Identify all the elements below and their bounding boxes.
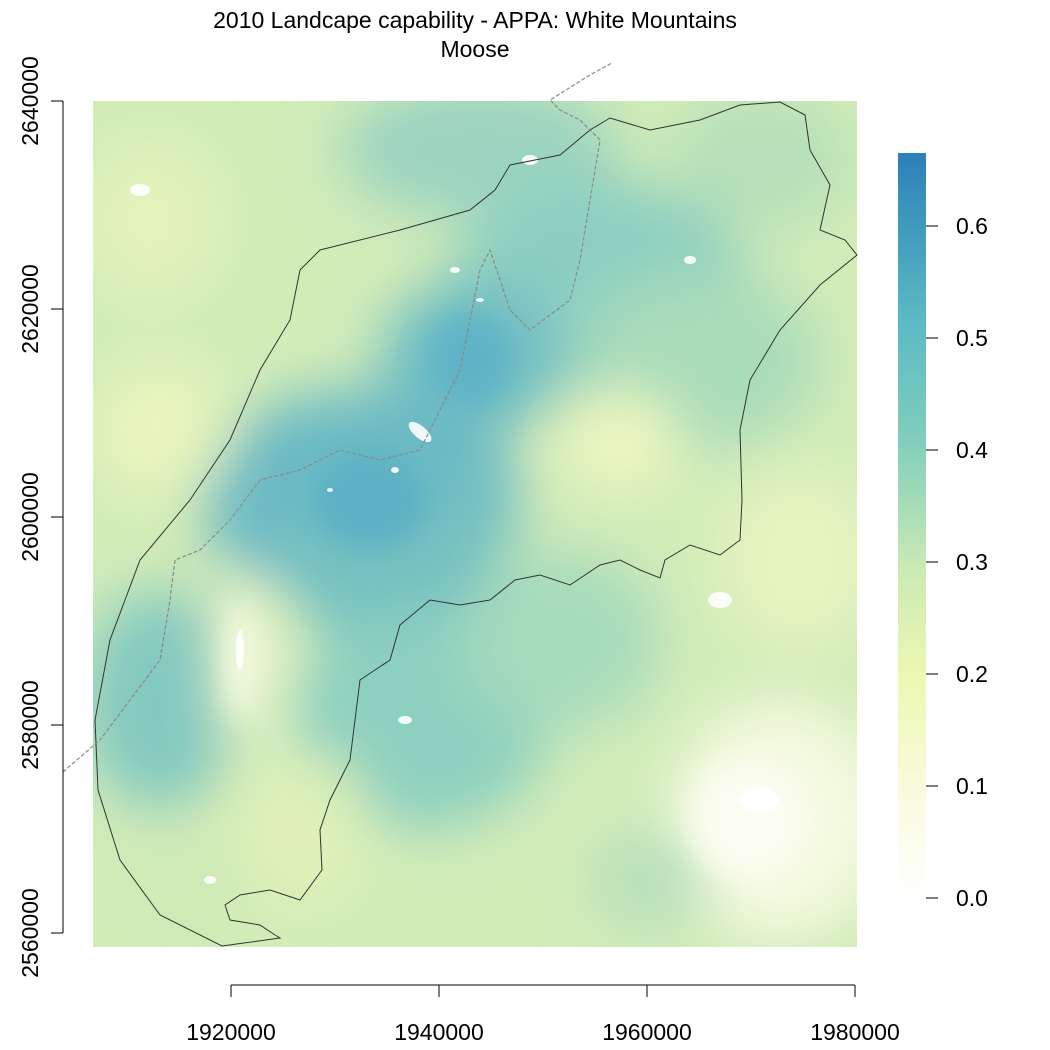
trail-line — [62, 62, 613, 773]
legend-ticks — [926, 225, 938, 899]
y-tick-label: 2580000 — [17, 680, 43, 770]
legend-tick-label: 0.0 — [956, 885, 988, 911]
boundary-outline — [94, 101, 858, 947]
y-tick-label: 2640000 — [17, 56, 43, 146]
x-tick-label: 1920000 — [186, 1019, 276, 1045]
y-tick-label: 2560000 — [17, 888, 43, 978]
capability-raster — [93, 101, 857, 947]
legend-tick-label: 0.6 — [956, 213, 988, 239]
y-axis — [51, 100, 64, 934]
y-tick-label: 2620000 — [17, 264, 43, 354]
water-features — [130, 155, 780, 884]
legend-tick-label: 0.2 — [956, 661, 988, 687]
x-tick-label: 1960000 — [602, 1019, 692, 1045]
legend-tick-label: 0.3 — [956, 549, 988, 575]
x-tick-label: 1980000 — [810, 1019, 900, 1045]
legend-tick-label: 0.1 — [956, 773, 988, 799]
legend-tick-label: 0.5 — [956, 325, 988, 351]
y-tick-label: 2600000 — [17, 472, 43, 562]
map-title: 2010 Landcape capability - APPA: White M… — [213, 7, 737, 33]
legend-tick-label: 0.4 — [956, 437, 988, 463]
legend-colorbar — [898, 153, 926, 898]
x-axis — [230, 984, 856, 997]
x-tick-label: 1940000 — [394, 1019, 484, 1045]
map-subtitle: Moose — [440, 36, 510, 62]
